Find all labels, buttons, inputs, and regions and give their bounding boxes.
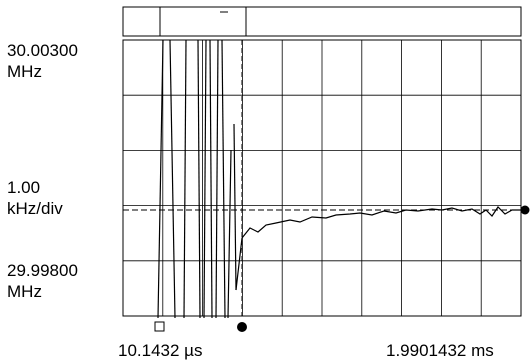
x-tick-start: 10.1432 µs [118, 341, 203, 360]
start-marker[interactable] [154, 321, 165, 332]
overview-window[interactable] [159, 6, 247, 37]
trace-segment [233, 123, 237, 291]
cursor-marker[interactable] [237, 322, 247, 332]
trace-segment [169, 39, 176, 319]
trace-segment [203, 39, 207, 319]
trace-segment [209, 39, 213, 319]
trace-segment [221, 39, 226, 319]
trace-segment [197, 39, 201, 319]
trace-segment [183, 39, 187, 319]
trace-segment [227, 149, 232, 319]
reference-level-marker[interactable] [520, 205, 530, 215]
y-tick-bottom: 29.99800 MHz [7, 261, 78, 301]
plot-grid [122, 39, 522, 317]
trace-segment [157, 39, 164, 319]
y-tick-top: 30.00300 MHz [7, 41, 78, 81]
trace-segment [215, 39, 219, 319]
trace-line [235, 206, 521, 291]
overview-strip [122, 6, 522, 37]
y-tick-scale: 1.00 kHz/div [7, 178, 63, 218]
trace [157, 39, 521, 319]
x-tick-end: 1.9901432 ms [386, 341, 494, 360]
